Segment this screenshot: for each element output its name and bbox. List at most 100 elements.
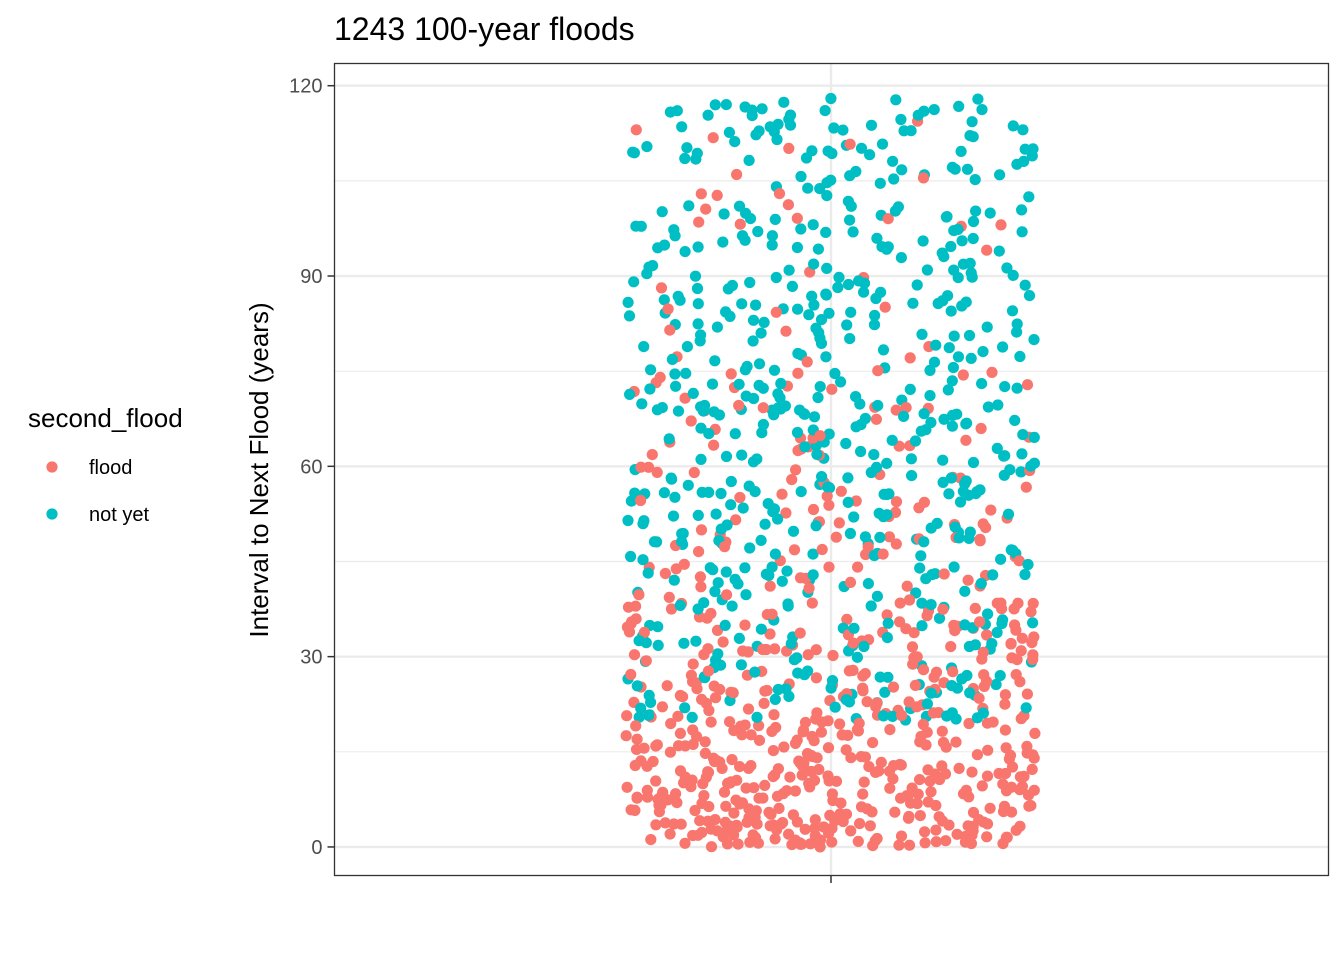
data-point [637, 518, 649, 530]
data-point [842, 278, 855, 291]
data-point [823, 775, 835, 787]
data-point [771, 790, 784, 802]
data-point [829, 701, 841, 713]
data-point [881, 488, 893, 501]
data-point [1011, 382, 1023, 394]
data-point [742, 703, 755, 715]
data-point [661, 680, 673, 692]
data-point [676, 121, 688, 133]
data-point [999, 767, 1012, 780]
data-point [962, 574, 974, 586]
data-point [858, 776, 870, 788]
data-point [829, 367, 841, 380]
data-point [864, 820, 876, 832]
data-point [906, 470, 918, 482]
data-point [982, 401, 995, 413]
data-point [991, 597, 1003, 609]
data-point [911, 279, 923, 291]
data-point [981, 629, 993, 641]
chart-title: 1243 100-year floods [334, 11, 635, 47]
data-point [689, 804, 701, 817]
data-point [930, 666, 943, 678]
data-point [925, 599, 937, 611]
data-point [969, 639, 982, 651]
data-point [898, 410, 910, 422]
data-point [930, 339, 942, 351]
data-point [1018, 770, 1030, 783]
data-point [1009, 619, 1021, 631]
data-point [810, 520, 822, 532]
data-point [766, 608, 778, 620]
data-point [650, 819, 662, 831]
data-point [804, 781, 816, 793]
data-point [801, 356, 813, 368]
data-point [945, 641, 957, 653]
data-point [774, 392, 786, 404]
data-point [855, 419, 867, 431]
data-point [1003, 753, 1016, 765]
data-point [725, 475, 737, 488]
data-point [694, 571, 707, 583]
data-point [841, 319, 853, 331]
data-point [815, 314, 828, 326]
data-point [679, 246, 691, 258]
data-point [755, 327, 767, 339]
data-point [709, 355, 721, 367]
data-point [869, 309, 881, 322]
data-point [960, 434, 972, 446]
data-point [734, 218, 746, 230]
data-point [782, 600, 794, 612]
data-point [822, 481, 834, 493]
data-point [769, 213, 781, 225]
data-point [621, 710, 633, 722]
data-point [663, 591, 675, 604]
data-point [656, 206, 668, 218]
data-point [811, 752, 823, 764]
data-point [806, 597, 818, 609]
data-point [645, 834, 657, 846]
data-point [900, 623, 912, 635]
data-point [640, 655, 652, 667]
data-point [756, 103, 768, 115]
data-point [925, 687, 937, 699]
data-point [726, 600, 738, 612]
data-point [695, 581, 707, 593]
data-point [696, 693, 708, 706]
data-point [627, 146, 639, 158]
data-point [818, 821, 830, 833]
data-point [630, 124, 642, 136]
data-point [915, 550, 927, 562]
data-point [659, 817, 671, 829]
data-point [830, 531, 842, 543]
data-point [1012, 597, 1024, 609]
data-point [781, 785, 793, 797]
data-point [785, 638, 797, 650]
data-point [887, 681, 900, 693]
data-point [691, 147, 703, 159]
data-point [757, 643, 769, 656]
data-point [884, 724, 896, 736]
data-point [687, 724, 699, 736]
data-point [833, 517, 845, 529]
data-point [670, 380, 682, 392]
data-point [628, 276, 640, 288]
data-point [877, 548, 889, 560]
data-point [1018, 155, 1030, 167]
data-point [826, 383, 838, 395]
data-point [746, 110, 758, 122]
data-point [750, 299, 762, 311]
data-point [720, 99, 732, 111]
data-point [665, 472, 677, 484]
data-point [950, 736, 962, 748]
data-point [881, 609, 893, 621]
data-point [920, 573, 932, 585]
y-tick-label: 120 [289, 76, 322, 98]
data-point [895, 113, 907, 126]
data-point [1020, 702, 1032, 714]
data-point [669, 491, 681, 503]
data-point [826, 147, 838, 160]
data-point [630, 613, 642, 625]
data-point [702, 766, 714, 778]
data-point [721, 589, 733, 601]
